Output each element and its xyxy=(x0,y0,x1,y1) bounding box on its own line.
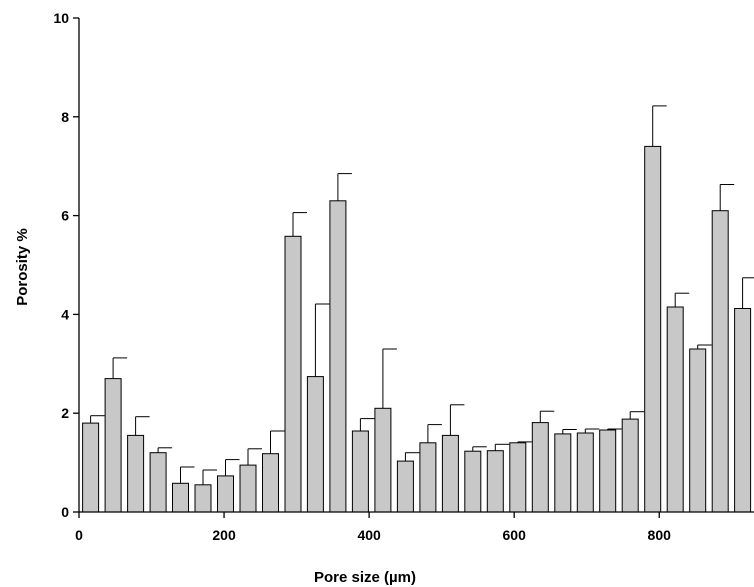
bar-21 xyxy=(554,433,572,513)
bar-11 xyxy=(329,200,347,513)
bar-7 xyxy=(239,464,257,513)
bar-13 xyxy=(374,407,392,513)
bar-2 xyxy=(127,434,145,513)
bar-18 xyxy=(486,450,504,513)
x-axis-label: Pore size (µm) xyxy=(314,569,416,586)
x-tick-label-2: 400 xyxy=(357,527,381,543)
bar-9 xyxy=(284,235,302,513)
x-tick-label-0: 0 xyxy=(75,527,83,543)
bar-4 xyxy=(172,482,189,513)
bar-24 xyxy=(621,418,639,513)
x-tick-label-3: 600 xyxy=(503,527,527,543)
y-tick-label-5: 10 xyxy=(53,10,69,26)
bar-12 xyxy=(351,430,369,513)
bar-16 xyxy=(441,434,459,513)
bar-15 xyxy=(419,442,437,513)
x-tick-label-1: 200 xyxy=(212,527,236,543)
bar-19 xyxy=(509,442,527,513)
bar-20 xyxy=(531,422,549,513)
bar-5 xyxy=(194,484,212,513)
bar-6 xyxy=(217,475,234,513)
bar-8 xyxy=(262,453,279,513)
bar-17 xyxy=(464,450,482,513)
bar-14 xyxy=(396,460,414,513)
y-tick-label-1: 2 xyxy=(61,405,69,421)
y-ticks: 0 2 4 6 8 10 xyxy=(53,10,79,520)
y-tick-label-0: 0 xyxy=(61,504,69,520)
bars-layer xyxy=(82,145,752,513)
error-bars-layer xyxy=(90,105,754,485)
bar-26 xyxy=(666,306,684,513)
bar-10 xyxy=(306,376,324,513)
bar-1 xyxy=(104,378,122,513)
y-tick-label-4: 8 xyxy=(61,109,69,125)
bar-23 xyxy=(599,429,617,513)
y-axis-label: Porosity % xyxy=(14,228,31,306)
y-tick-label-2: 4 xyxy=(61,306,69,322)
bar-22 xyxy=(576,432,594,513)
bar-29 xyxy=(734,308,752,513)
bar-28 xyxy=(711,210,729,513)
bar-0 xyxy=(82,422,100,513)
y-tick-label-3: 6 xyxy=(61,208,69,224)
bar-25 xyxy=(644,145,662,513)
x-tick-label-4: 800 xyxy=(648,527,672,543)
bar-27 xyxy=(689,348,707,513)
bar-3 xyxy=(149,452,167,513)
x-ticks: 0 200 400 600 800 xyxy=(75,512,671,543)
